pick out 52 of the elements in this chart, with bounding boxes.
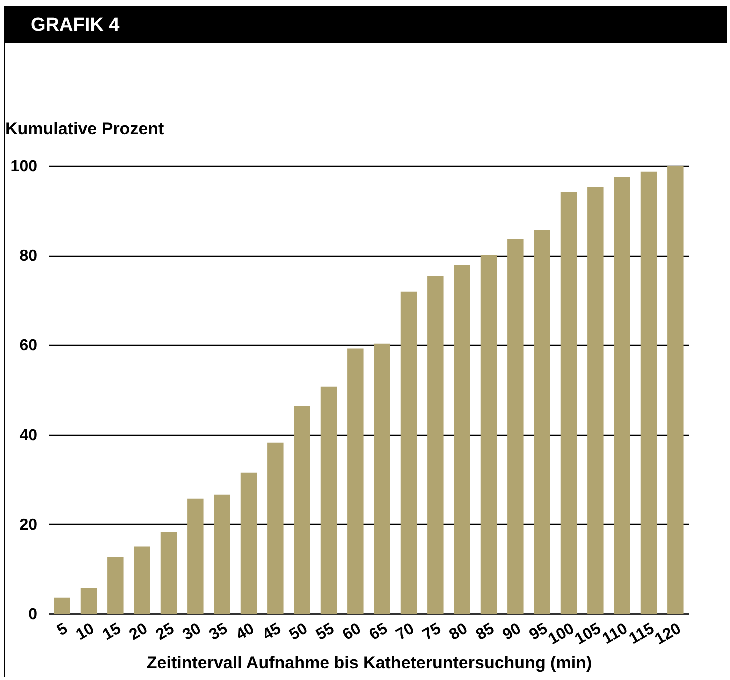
chart-title: GRAFIK 4 [5,7,727,43]
y-axis-title: Kumulative Prozent [6,120,165,138]
bar [400,292,418,614]
y-tick-label: 40 [20,427,38,444]
bar [134,546,150,614]
bar [268,442,284,614]
bar [188,498,204,614]
x-tick-label: 80 [446,620,471,644]
x-tick-label: 70 [394,620,418,644]
y-tick-label: 80 [20,248,38,266]
bar [54,598,70,614]
x-tick-label: 20 [126,620,151,644]
bar [80,588,98,614]
bar [160,532,178,614]
x-axis-title: Zeitintervall Aufnahme bis Katheteruntersuchung (min) [146,654,592,673]
bar [294,406,310,614]
bar [374,344,390,614]
bar [508,239,524,614]
bar [480,255,498,614]
bar [348,348,364,614]
y-tick-label: 60 [20,338,38,355]
bar [320,386,338,614]
bar [214,494,230,614]
y-tick-label: 20 [20,516,38,534]
x-tick-label: 5 [54,620,71,640]
bar [534,230,550,614]
bar [640,172,658,614]
x-tick-label: 35 [206,620,231,644]
x-tick-label: 50 [286,620,311,644]
x-tick-label: 55 [314,620,338,644]
bar [454,265,470,614]
x-tick-label: 15 [100,620,124,644]
bar [240,472,258,614]
x-tick-label: 90 [500,620,524,644]
x-tick-label: 40 [234,620,258,644]
bar [614,177,630,614]
x-tick-label: 45 [260,620,284,644]
x-tick-label: 85 [474,620,498,644]
x-tick-label: 75 [420,620,444,644]
bar [428,276,444,614]
y-tick-label: 100 [10,158,38,176]
y-tick-label: 0 [28,606,38,624]
bar [560,192,578,614]
bar [668,166,684,614]
bar [108,557,124,614]
x-tick-label: 10 [74,620,98,644]
x-tick-label: 30 [180,620,204,644]
x-tick-label: 120 [652,620,684,649]
x-tick-label: 60 [340,620,364,644]
bar [588,187,604,614]
x-tick-label: 25 [154,620,178,644]
x-tick-label: 65 [366,620,391,644]
